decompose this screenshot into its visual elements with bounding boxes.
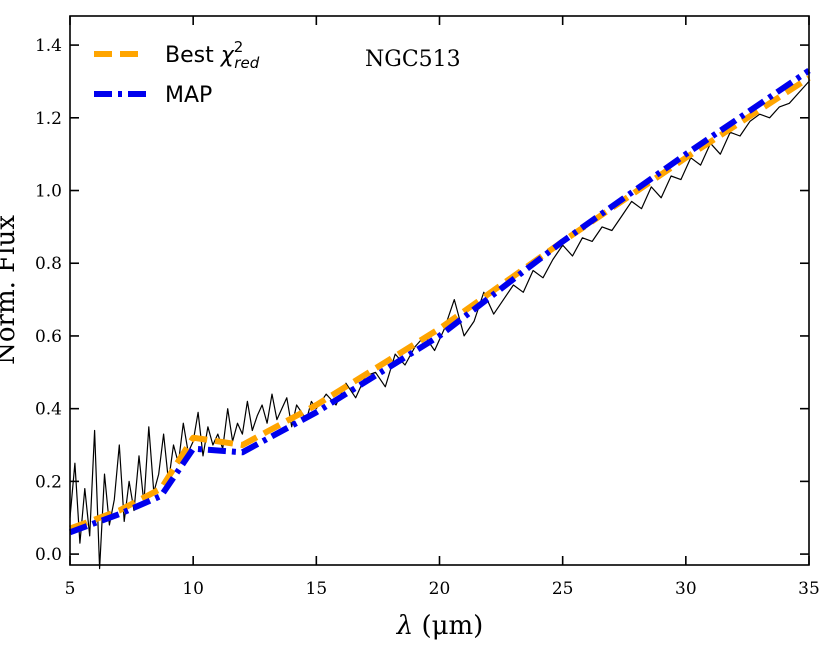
x-tick-label: 15: [306, 579, 328, 599]
series-map: [68, 68, 811, 536]
x-axis-label: λ (μm): [396, 611, 484, 641]
x-tick-label: 5: [65, 579, 76, 599]
x-tick-label: 30: [675, 579, 697, 599]
legend: Best χ2 red MAP: [94, 38, 260, 108]
tick-layer: 5 10 15 20 25 30 35 0.0 0.2 0.4 0.6 0.8 1.0 1.2 1.4: [35, 16, 820, 599]
galaxy-annotation: NGC513: [365, 47, 461, 72]
y-tick-label: 0.4: [35, 400, 62, 420]
y-tick-label: 1.2: [35, 109, 62, 129]
series-layer: [68, 68, 811, 570]
series-observed: [69, 80, 810, 570]
y-tick-label: 1.0: [35, 182, 62, 202]
y-tick-label: 1.4: [35, 36, 62, 56]
x-tick-label: 20: [429, 579, 451, 599]
y-tick-label: 0.6: [35, 327, 62, 347]
x-tick-label: 35: [798, 579, 820, 599]
y-tick-label: 0.2: [35, 472, 62, 492]
x-tick-label: 10: [182, 579, 204, 599]
y-tick-label: 0.0: [35, 545, 62, 565]
y-tick-label: 0.8: [35, 254, 62, 274]
y-axis-label: Norm. Flux: [0, 215, 21, 365]
x-tick-label: 25: [552, 579, 574, 599]
legend-label-map: MAP: [165, 83, 212, 108]
legend-label-best: Best χ2 red: [165, 38, 260, 72]
